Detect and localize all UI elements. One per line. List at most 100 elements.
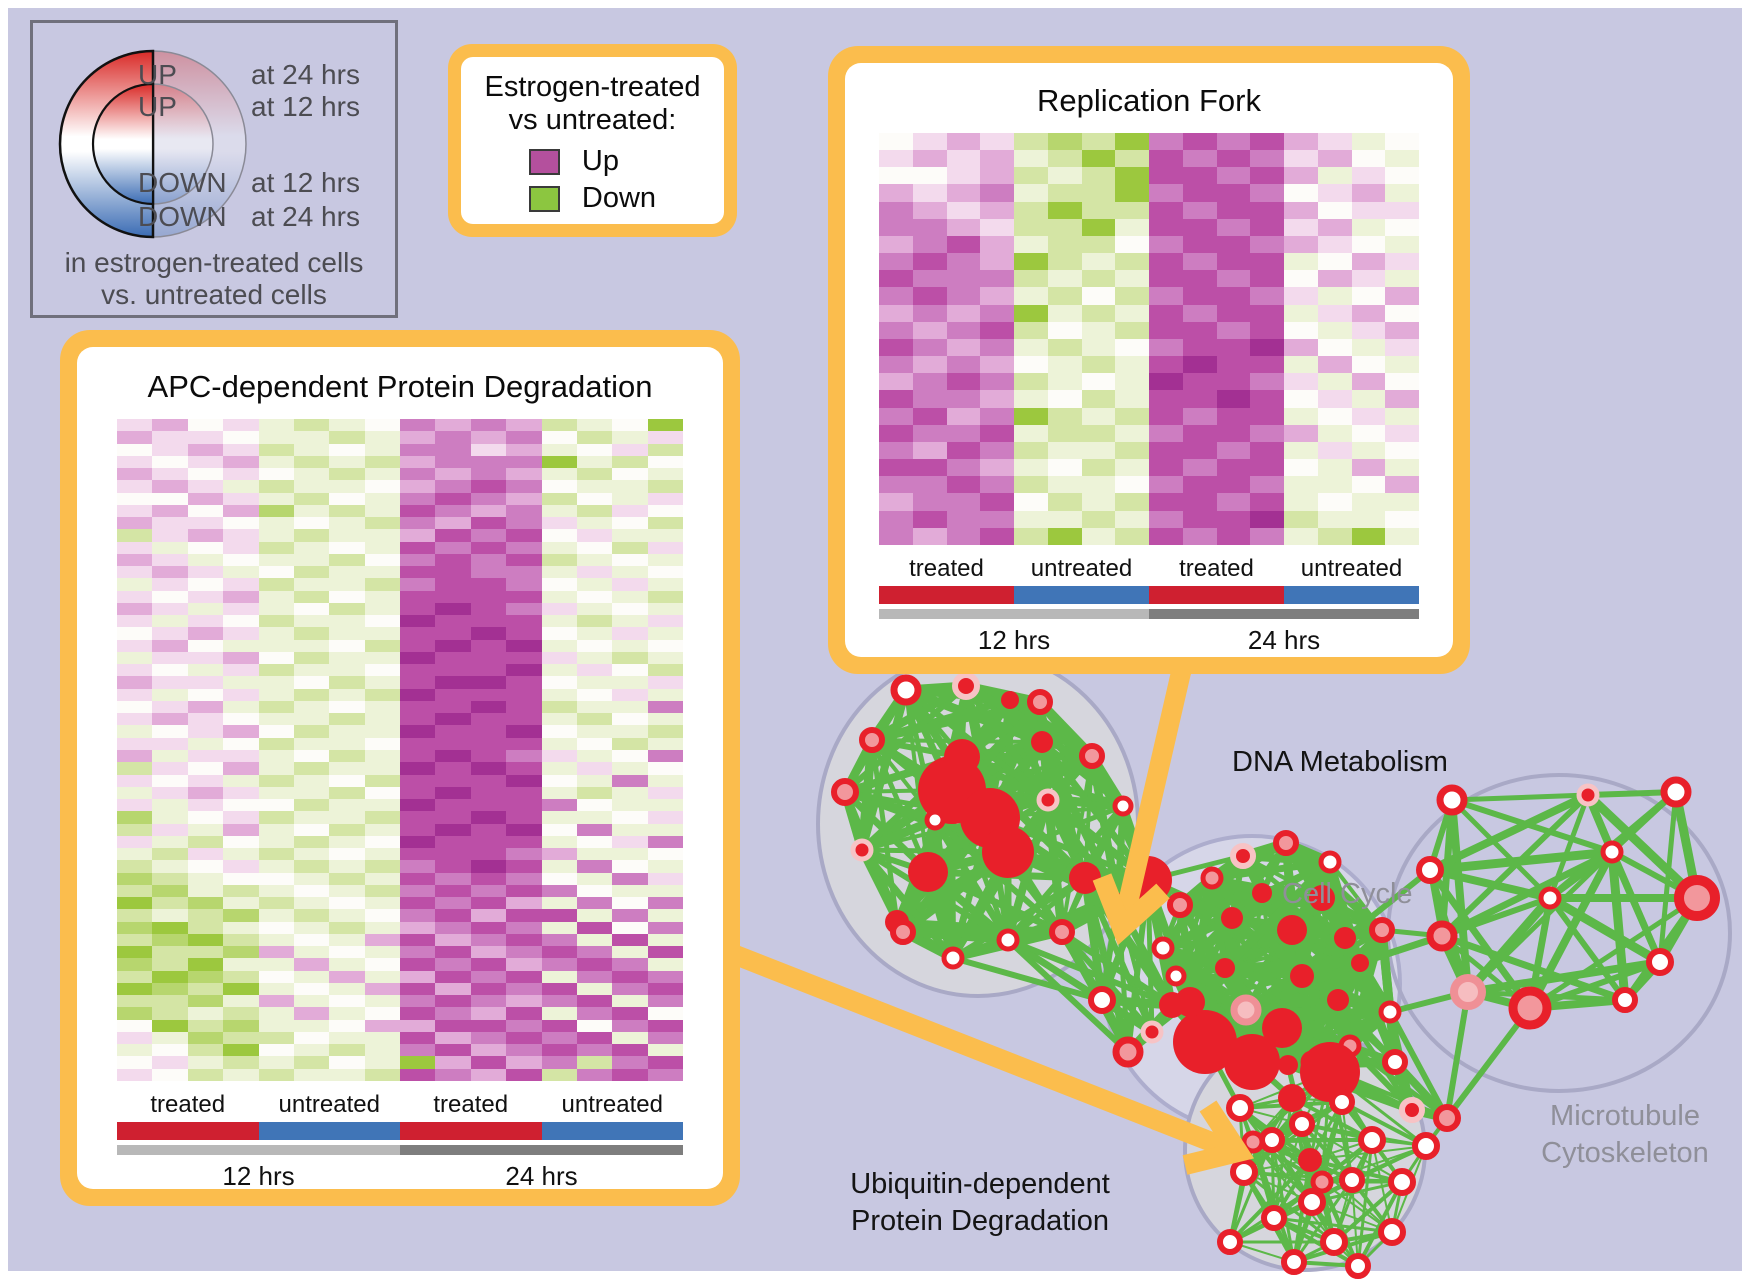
heatmap-cell — [612, 639, 648, 652]
heatmap-cell — [435, 749, 471, 763]
heatmap-cell — [1047, 133, 1082, 151]
heatmap-cell — [152, 1068, 188, 1081]
heatmap-cell — [470, 799, 507, 812]
heatmap-cell — [647, 627, 683, 640]
heatmap-cell — [1216, 356, 1251, 374]
heatmap-cell — [1250, 150, 1284, 168]
heatmap-cell — [1216, 373, 1251, 391]
heatmap-cell — [293, 651, 330, 665]
heatmap-cell — [980, 150, 1014, 168]
heatmap-cell — [1182, 201, 1217, 219]
heatmap-cell — [223, 933, 259, 947]
heatmap-cell — [400, 639, 436, 652]
heatmap-cell — [223, 455, 259, 469]
heatmap-cell — [187, 713, 224, 726]
heatmap-cell — [435, 504, 471, 518]
heatmap-cell — [152, 860, 188, 873]
heatmap-cell — [258, 492, 294, 505]
heatmap-cell — [152, 541, 188, 554]
heatmap-cell — [1317, 184, 1352, 202]
heatmap-cell — [1115, 235, 1149, 254]
heatmap-cell — [1351, 510, 1386, 528]
heatmap-cell — [1014, 235, 1048, 254]
heatmap-cell — [541, 529, 577, 542]
heatmap-cell — [293, 541, 330, 554]
heatmap-cell — [1216, 184, 1251, 202]
heatmap-cell — [117, 578, 153, 591]
heatmap-cell — [576, 786, 613, 800]
heatmap-cell — [223, 517, 259, 530]
heatmap-cell — [364, 1044, 400, 1057]
heatmap-cell — [1250, 476, 1284, 494]
heatmap-cell — [946, 476, 981, 494]
heatmap-cell — [435, 737, 471, 750]
heatmap-cell — [223, 725, 259, 738]
untreated-bar-segment — [1014, 586, 1149, 604]
heatmap-cell — [541, 590, 577, 603]
heatmap-cell — [364, 1068, 400, 1081]
heatmap-cell — [1385, 201, 1419, 219]
heatmap-cell — [187, 431, 224, 444]
heatmap-cell — [576, 762, 613, 775]
heatmap-cell — [223, 443, 259, 456]
heatmap-cell — [400, 884, 436, 898]
heatmap-cell — [1250, 390, 1284, 408]
heatmap-cell — [223, 676, 259, 689]
heatmap-cell — [506, 602, 542, 616]
heatmap-cell — [364, 884, 400, 898]
heatmap-cell — [1250, 338, 1284, 357]
heatmap-cell — [187, 897, 224, 910]
heatmap-cell — [400, 664, 436, 677]
time-label-24hrs: 24 hrs — [505, 1161, 578, 1191]
heatmap-cell — [470, 1031, 507, 1045]
heatmap-cell — [187, 970, 224, 983]
heatmap-cell — [1182, 321, 1217, 339]
heatmap-cell — [946, 527, 981, 545]
heatmap-cell — [117, 835, 153, 849]
heatmap-cell — [879, 338, 913, 357]
heatmap-cell — [612, 860, 648, 873]
heatmap-cell — [470, 1007, 507, 1020]
heatmap-cell — [258, 1031, 294, 1045]
heatmap-cell — [1250, 270, 1284, 288]
heatmap-cell — [117, 1031, 153, 1045]
heatmap-cell — [152, 1019, 188, 1032]
heatmap-cell — [364, 1031, 400, 1045]
heatmap-cell — [506, 933, 542, 947]
heatmap-cell — [223, 737, 259, 750]
inner-circle-right-faded — [152, 83, 214, 205]
heatmap-cell — [1351, 493, 1386, 511]
heatmap-cell — [329, 823, 365, 836]
heatmap-cell — [329, 982, 365, 996]
heatmap-cell — [1284, 235, 1318, 254]
heatmap-cell — [400, 492, 436, 505]
heatmap-cell — [1385, 304, 1419, 322]
time-labels: 12 hrs 24 hrs — [879, 625, 1419, 656]
heatmap-cell — [1385, 167, 1419, 185]
heatmap-cell — [117, 786, 153, 800]
heatmap-cell — [117, 700, 153, 714]
heatmap-cell — [152, 651, 188, 665]
heatmap-cell — [612, 688, 648, 701]
heatmap-cell — [879, 407, 913, 425]
heatmap-cell — [946, 201, 981, 219]
heatmap-cell — [223, 1031, 259, 1045]
heatmap-cell — [223, 1068, 259, 1081]
heatmap-cell — [1014, 338, 1048, 357]
heatmap-cell — [1115, 459, 1149, 477]
heatmap-cell — [329, 713, 365, 726]
heatmap-cell — [293, 578, 330, 591]
heatmap-cell — [1182, 270, 1217, 288]
heatmap-cell — [1182, 338, 1217, 357]
heatmap-cell — [647, 995, 683, 1008]
heatmap-cell — [293, 1007, 330, 1020]
heatmap-cell — [980, 304, 1014, 322]
heatmap-cell — [223, 700, 259, 714]
heatmap-cell — [364, 639, 400, 652]
heatmap-cell — [1250, 459, 1284, 477]
heatmap-cell — [647, 455, 683, 469]
heatmap-cell — [1317, 150, 1352, 168]
heatmap-cell — [912, 493, 947, 511]
heatmap-cell — [470, 762, 507, 775]
heatmap-cell — [364, 688, 400, 701]
